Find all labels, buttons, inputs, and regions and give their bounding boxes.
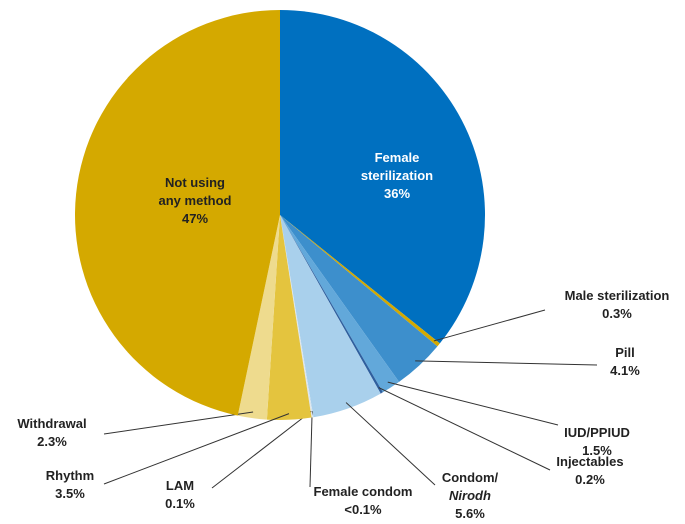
pie-slice [280, 215, 314, 418]
leader-line [345, 402, 436, 486]
slice-label: Rhythm 3.5% [46, 468, 94, 501]
slice-label: Injectables 0.2% [556, 454, 623, 487]
pie-slice [280, 215, 313, 418]
slice-label: Condom/Nirodh 5.6% [442, 470, 499, 521]
value-label: 1.5% [582, 443, 612, 458]
category-name: IUD/PPIUD [564, 425, 630, 440]
slice-label: Pill 4.1% [610, 345, 640, 378]
category-name: sterilization [361, 168, 433, 183]
leader-line [415, 360, 598, 366]
pie-slice [237, 215, 280, 420]
slice-label: Female sterilization 36% [361, 150, 433, 201]
leader-line [378, 387, 551, 471]
leader-line [211, 410, 312, 489]
slice-label: IUD/PPIUD 1.5% [564, 425, 630, 458]
pie-slice [280, 10, 485, 344]
category-name: LAM [166, 478, 194, 493]
pie-slice [280, 215, 440, 347]
value-label: 0.3% [602, 306, 632, 321]
category-name: Condom/ [442, 470, 499, 485]
value-label: 0.1% [165, 496, 195, 511]
pie-slice [280, 215, 383, 394]
value-label: 47% [182, 211, 208, 226]
category-name: Rhythm [46, 468, 94, 483]
slice-label: LAM 0.1% [165, 478, 195, 511]
leader-line [103, 411, 254, 435]
slice-label: Not using any method 47% [159, 175, 232, 226]
pie-slice [280, 215, 400, 393]
leader-line [103, 413, 290, 485]
value-label: 4.1% [610, 363, 640, 378]
value-label: <0.1% [344, 502, 382, 517]
value-label: 0.2% [575, 472, 605, 487]
pie-slice [280, 215, 381, 418]
leader-line [309, 411, 313, 488]
leader-line [433, 309, 546, 342]
pie-slice [266, 215, 312, 420]
category-name: Female [375, 150, 420, 165]
category-name: any method [159, 193, 232, 208]
category-name: Male sterilization [565, 288, 670, 303]
value-label: 2.3% [37, 434, 67, 449]
value-label: 36% [384, 186, 410, 201]
pie-slice [280, 215, 438, 382]
slice-label: Withdrawal 2.3% [17, 416, 86, 449]
pie-slice [74, 10, 281, 416]
slice-label: Female condom <0.1% [314, 484, 413, 517]
value-label: 3.5% [55, 486, 85, 501]
category-name: Nirodh [449, 488, 491, 503]
leader-line [387, 381, 559, 426]
category-name: Not using [165, 175, 225, 190]
category-name: Pill [615, 345, 635, 360]
category-name: Female condom [314, 484, 413, 499]
value-label: 5.6% [455, 506, 485, 521]
slice-label: Male sterilization 0.3% [565, 288, 670, 321]
category-name: Injectables [556, 454, 623, 469]
category-name: Withdrawal [17, 416, 86, 431]
